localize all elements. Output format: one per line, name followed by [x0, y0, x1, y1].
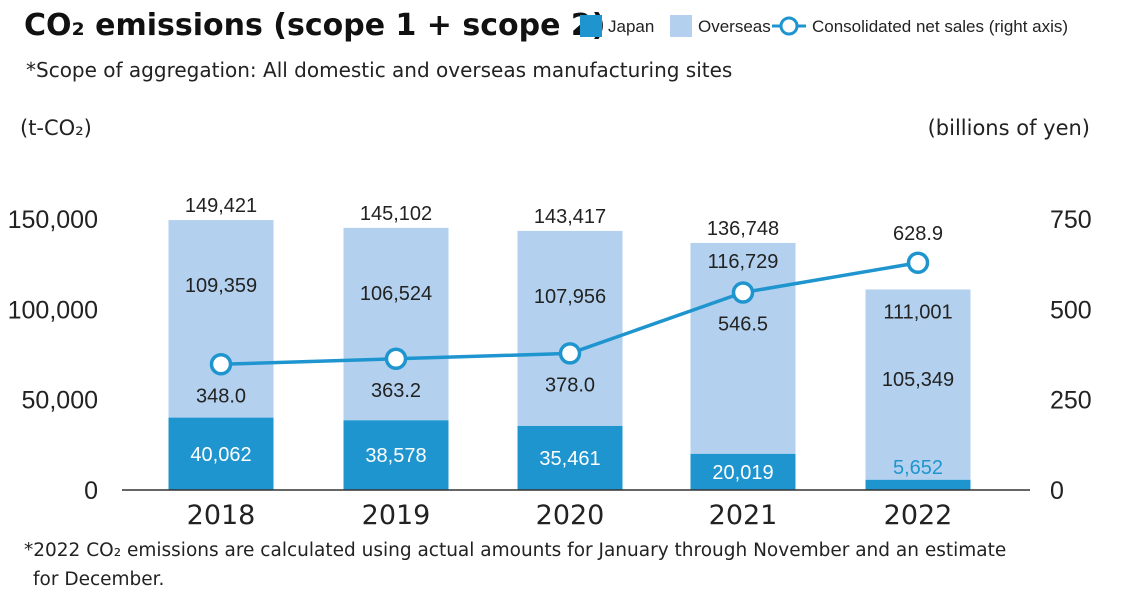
y-tick-right: 750	[1050, 206, 1092, 234]
y2-axis-label: (billions of yen)	[928, 116, 1090, 140]
net-sales-label: 378.0	[545, 374, 595, 396]
net-sales-label: 348.0	[196, 385, 246, 407]
legend-marker-net-sales	[779, 16, 799, 36]
japan-label: 20,019	[712, 462, 773, 484]
overseas-label: 116,729	[708, 251, 779, 273]
x-tick-label: 2018	[187, 500, 256, 531]
legend-label-net-sales: Consolidated net sales (right axis)	[812, 17, 1068, 36]
total-label: 136,748	[707, 218, 779, 240]
y-tick-right: 500	[1050, 296, 1092, 324]
bar-overseas	[168, 220, 274, 418]
total-label: 111,001	[883, 301, 952, 323]
y-tick-right: 250	[1050, 387, 1092, 415]
legend-label-overseas: Overseas	[698, 17, 771, 36]
bars	[168, 220, 971, 490]
y-axis-ticks-left: 0 50,000 100,000 150,000	[8, 206, 98, 505]
legend: Japan Overseas Consolidated net sales (r…	[580, 15, 1068, 37]
y-tick-left: 50,000	[22, 387, 98, 415]
net-sales-label: 363.2	[371, 380, 421, 402]
overseas-label: 106,524	[360, 283, 432, 305]
net-sales-point	[209, 353, 233, 376]
bar-overseas	[690, 242, 796, 454]
net-sales-label: 546.5	[718, 314, 768, 336]
bar-overseas	[343, 227, 449, 421]
overseas-label: 109,359	[185, 275, 257, 297]
bar-japan	[168, 417, 274, 490]
net-sales-line: 348.0 363.2 378.0 546.5 628.9	[196, 223, 943, 407]
net-sales-point	[731, 281, 755, 304]
x-tick-label: 2019	[362, 500, 431, 531]
footnote-line-2: for December.	[33, 569, 164, 590]
net-sales-label: 628.9	[893, 223, 943, 245]
bar-japan	[517, 425, 623, 490]
total-label: 149,421	[185, 195, 257, 217]
legend-swatch-japan	[580, 15, 602, 37]
japan-label: 5,652	[893, 457, 943, 479]
net-sales-point	[558, 342, 582, 365]
x-axis-ticks: 2018 2019 2020 2021 2022	[187, 500, 953, 531]
y-tick-left: 100,000	[8, 296, 98, 324]
bar-japan	[865, 479, 971, 490]
japan-label: 40,062	[190, 444, 251, 466]
chart-subtitle: *Scope of aggregation: All domestic and …	[26, 58, 732, 82]
y-tick-left: 0	[84, 477, 98, 505]
bar-overseas	[517, 230, 623, 426]
y-axis-label: (t-CO₂)	[20, 116, 92, 140]
total-label: 143,417	[534, 206, 606, 228]
bar-japan	[343, 420, 449, 490]
chart-title: CO₂ emissions (scope 1 + scope 2)	[24, 8, 605, 43]
y-axis-ticks-right: 0 250 500 750	[1050, 206, 1092, 505]
overseas-label: 105,349	[882, 369, 954, 391]
x-tick-label: 2022	[884, 500, 953, 531]
net-sales-point	[384, 347, 408, 371]
japan-label: 38,578	[365, 445, 426, 467]
x-tick-label: 2021	[709, 500, 778, 531]
overseas-label: 107,956	[534, 286, 606, 308]
bar-overseas	[865, 289, 971, 480]
y-tick-right: 0	[1050, 477, 1064, 505]
x-tick-label: 2020	[536, 500, 605, 531]
bar-value-labels: 149,421 109,359 40,062 145,102 106,524 38,578…	[185, 195, 954, 484]
legend-label-japan: Japan	[608, 17, 654, 36]
japan-label: 35,461	[539, 448, 600, 470]
total-label: 145,102	[360, 203, 432, 225]
legend-swatch-overseas	[670, 15, 692, 37]
bar-japan	[690, 453, 796, 490]
footnote-line-1: *2022 CO₂ emissions are calculated using…	[24, 540, 1006, 561]
y-tick-left: 150,000	[8, 206, 98, 234]
net-sales-point	[906, 251, 930, 275]
